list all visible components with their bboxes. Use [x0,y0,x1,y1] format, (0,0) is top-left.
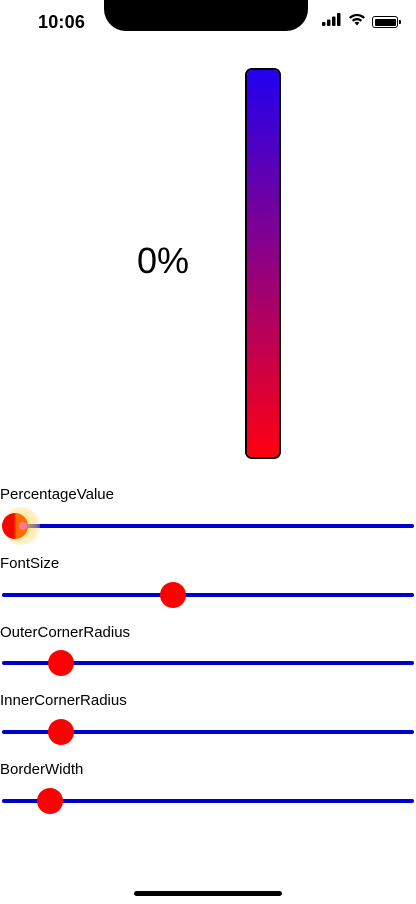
slider-font-size[interactable] [2,580,414,610]
home-indicator[interactable] [134,891,282,896]
slider-label-inner-corner-radius: InnerCornerRadius [0,692,127,709]
slider-inner-corner-radius[interactable] [2,717,414,747]
gauge-gradient-fill [247,70,279,457]
slider-border-width[interactable] [2,786,414,816]
status-icons [322,13,401,31]
touch-indicator-dot [19,522,27,530]
battery-tip [399,20,401,24]
percentage-gauge [245,68,281,459]
signal-icon [322,13,342,31]
slider-track [2,593,414,597]
battery-fill [374,18,396,26]
slider-thumb[interactable] [160,582,187,608]
status-time: 10:06 [38,12,86,32]
slider-thumb[interactable] [48,650,75,676]
percentage-label: 0% [136,240,190,281]
slider-track [2,524,414,528]
slider-label-percentage: PercentageValue [0,486,114,503]
device-notch [104,0,308,31]
battery-icon [372,16,401,28]
wifi-icon [348,13,366,31]
slider-outer-corner-radius[interactable] [2,648,414,678]
slider-track [2,661,414,665]
slider-label-font-size: FontSize [0,555,60,572]
slider-percentage[interactable] [2,507,414,545]
slider-thumb[interactable] [36,788,63,814]
slider-thumb[interactable] [48,719,75,745]
slider-label-outer-corner-radius: OuterCornerRadius [0,624,131,641]
slider-track [2,730,414,734]
slider-track [2,799,414,803]
slider-label-border-width: BorderWidth [0,761,84,778]
